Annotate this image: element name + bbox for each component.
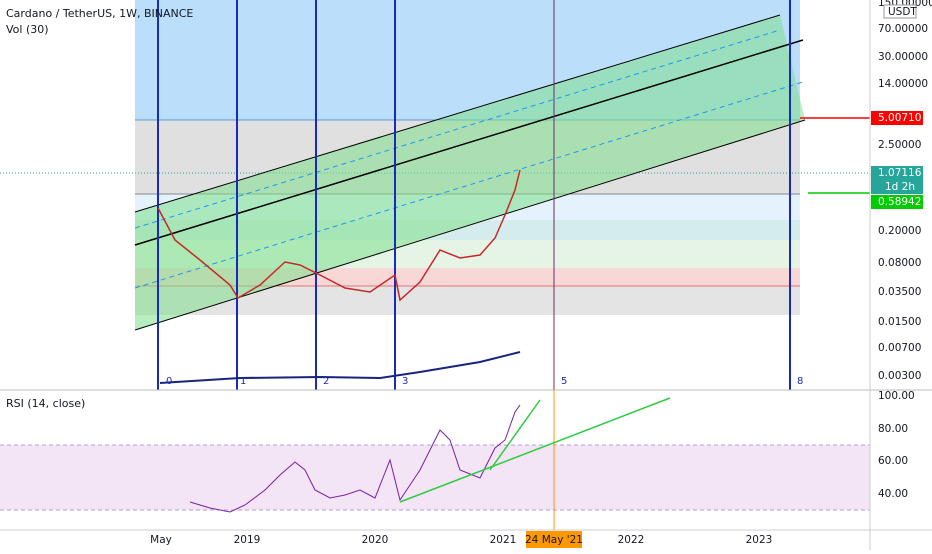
rsi-label: 40.00: [878, 488, 908, 500]
volume-average: [159, 351, 521, 384]
time-marker: 24 May '21: [525, 534, 583, 546]
rsi-label: 80.00: [878, 423, 908, 435]
cycle-label: 3: [402, 376, 408, 387]
cycle-label: 8: [797, 376, 803, 387]
cycle-label: 5: [561, 376, 567, 387]
time-label: 2020: [362, 534, 389, 546]
time-label: May: [150, 534, 172, 546]
rsi-label: 60.00: [878, 455, 908, 467]
price-label: 0.03500: [878, 286, 921, 298]
regression-channel: [134, 14, 806, 331]
time-label: 2022: [618, 534, 645, 546]
price-label: 70.00000: [878, 23, 928, 35]
time-label: 2019: [234, 534, 261, 546]
price-tag-label: 0.58942: [878, 196, 921, 208]
price-tag-label: 1d 2h: [885, 181, 915, 193]
cycle-label: 0: [166, 376, 172, 387]
symbol-title: Cardano / TetherUS, 1W, BINANCE: [6, 7, 193, 20]
price-tag-label: 5.00710: [878, 112, 921, 124]
cycle-label: 2: [323, 376, 329, 387]
time-label: 2021: [490, 534, 517, 546]
trend-line: [489, 399, 541, 471]
volume-label: Vol (30): [6, 23, 49, 36]
price-line: [157, 169, 521, 302]
price-label: 0.00700: [878, 342, 921, 354]
currency-box: [883, 4, 917, 19]
cycle-label: 1: [240, 376, 246, 387]
time-label: 2023: [746, 534, 773, 546]
price-tag-label: 1.07116: [878, 167, 922, 179]
price-label: 2.50000: [878, 139, 921, 151]
time-marker-box: [526, 531, 582, 548]
rsi-line: [189, 404, 521, 513]
price-tag: [871, 111, 923, 125]
rsi-label: 100.00: [878, 390, 915, 402]
price-label: 0.00300: [878, 370, 921, 382]
rsi-label: RSI (14, close): [6, 397, 85, 410]
price-label: 0.08000: [878, 257, 921, 269]
trend-line: [399, 397, 671, 503]
cycle-lines: [157, 0, 791, 390]
price-label: 0.01500: [878, 316, 921, 328]
price-tag: [871, 166, 923, 180]
currency-label: USDT: [888, 6, 917, 18]
price-tag: [871, 195, 923, 209]
price-label: 14.00000: [878, 78, 928, 90]
price-tag: [871, 180, 923, 194]
price-label: 0.20000: [878, 225, 921, 237]
price-label: 30.00000: [878, 51, 928, 63]
